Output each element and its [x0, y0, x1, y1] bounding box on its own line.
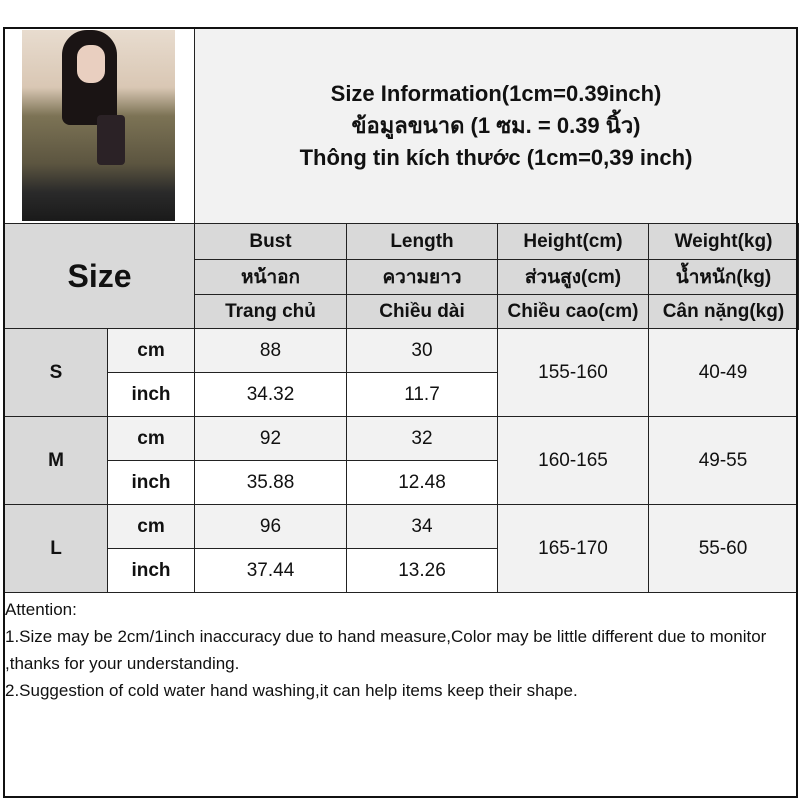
unit-label-cm: cm [107, 328, 195, 373]
title-vietnamese: Thông tin kích thước (1cm=0,39 inch) [299, 145, 693, 170]
length-cm: 32 [346, 416, 498, 461]
column-header-en: Weight(kg) [648, 223, 799, 260]
column-header-vi: Trang chủ [194, 294, 347, 330]
bust-cm: 92 [194, 416, 347, 461]
attention-heading: Attention: [5, 600, 77, 619]
bust-inch: 37.44 [194, 548, 347, 593]
attention-note-2: 2.Suggestion of cold water hand washing,… [5, 681, 578, 700]
bust-cm: 88 [194, 328, 347, 373]
column-header-th: ส่วนสูง(cm) [497, 259, 649, 295]
length-inch: 11.7 [346, 372, 498, 417]
product-photo [22, 30, 175, 221]
length-cm: 34 [346, 504, 498, 549]
bust-cm: 96 [194, 504, 347, 549]
bust-inch: 35.88 [194, 460, 347, 505]
column-header-en: Length [346, 223, 498, 260]
size-header: Size [4, 223, 195, 329]
length-cm: 30 [346, 328, 498, 373]
weight-range: 49-55 [648, 416, 798, 505]
unit-label-inch: inch [107, 372, 195, 417]
height-range: 155-160 [497, 328, 649, 417]
column-header-th: น้ำหนัก(kg) [648, 259, 799, 295]
unit-label-cm: cm [107, 416, 195, 461]
bust-inch: 34.32 [194, 372, 347, 417]
size-info-title: Size Information(1cm=0.39inch) ข้อมูลขนา… [194, 28, 798, 224]
size-label: L [4, 504, 108, 593]
attention-notes: Attention: 1.Size may be 2cm/1inch inacc… [5, 596, 795, 704]
column-header-vi: Chiều cao(cm) [497, 294, 649, 330]
length-inch: 13.26 [346, 548, 498, 593]
column-header-th: หน้าอก [194, 259, 347, 295]
unit-label-inch: inch [107, 460, 195, 505]
weight-range: 55-60 [648, 504, 798, 593]
column-header-en: Height(cm) [497, 223, 649, 260]
title-thai: ข้อมูลขนาด (1 ซม. = 0.39 นิ้ว) [351, 113, 641, 138]
unit-label-inch: inch [107, 548, 195, 593]
title-english: Size Information(1cm=0.39inch) [330, 81, 662, 106]
column-header-vi: Chiều dài [346, 294, 498, 330]
height-range: 165-170 [497, 504, 649, 593]
height-range: 160-165 [497, 416, 649, 505]
size-label: S [4, 328, 108, 417]
length-inch: 12.48 [346, 460, 498, 505]
column-header-th: ความยาว [346, 259, 498, 295]
attention-note-1: 1.Size may be 2cm/1inch inaccuracy due t… [5, 627, 772, 673]
column-header-en: Bust [194, 223, 347, 260]
unit-label-cm: cm [107, 504, 195, 549]
column-header-vi: Cân nặng(kg) [648, 294, 799, 330]
weight-range: 40-49 [648, 328, 798, 417]
size-label: M [4, 416, 108, 505]
